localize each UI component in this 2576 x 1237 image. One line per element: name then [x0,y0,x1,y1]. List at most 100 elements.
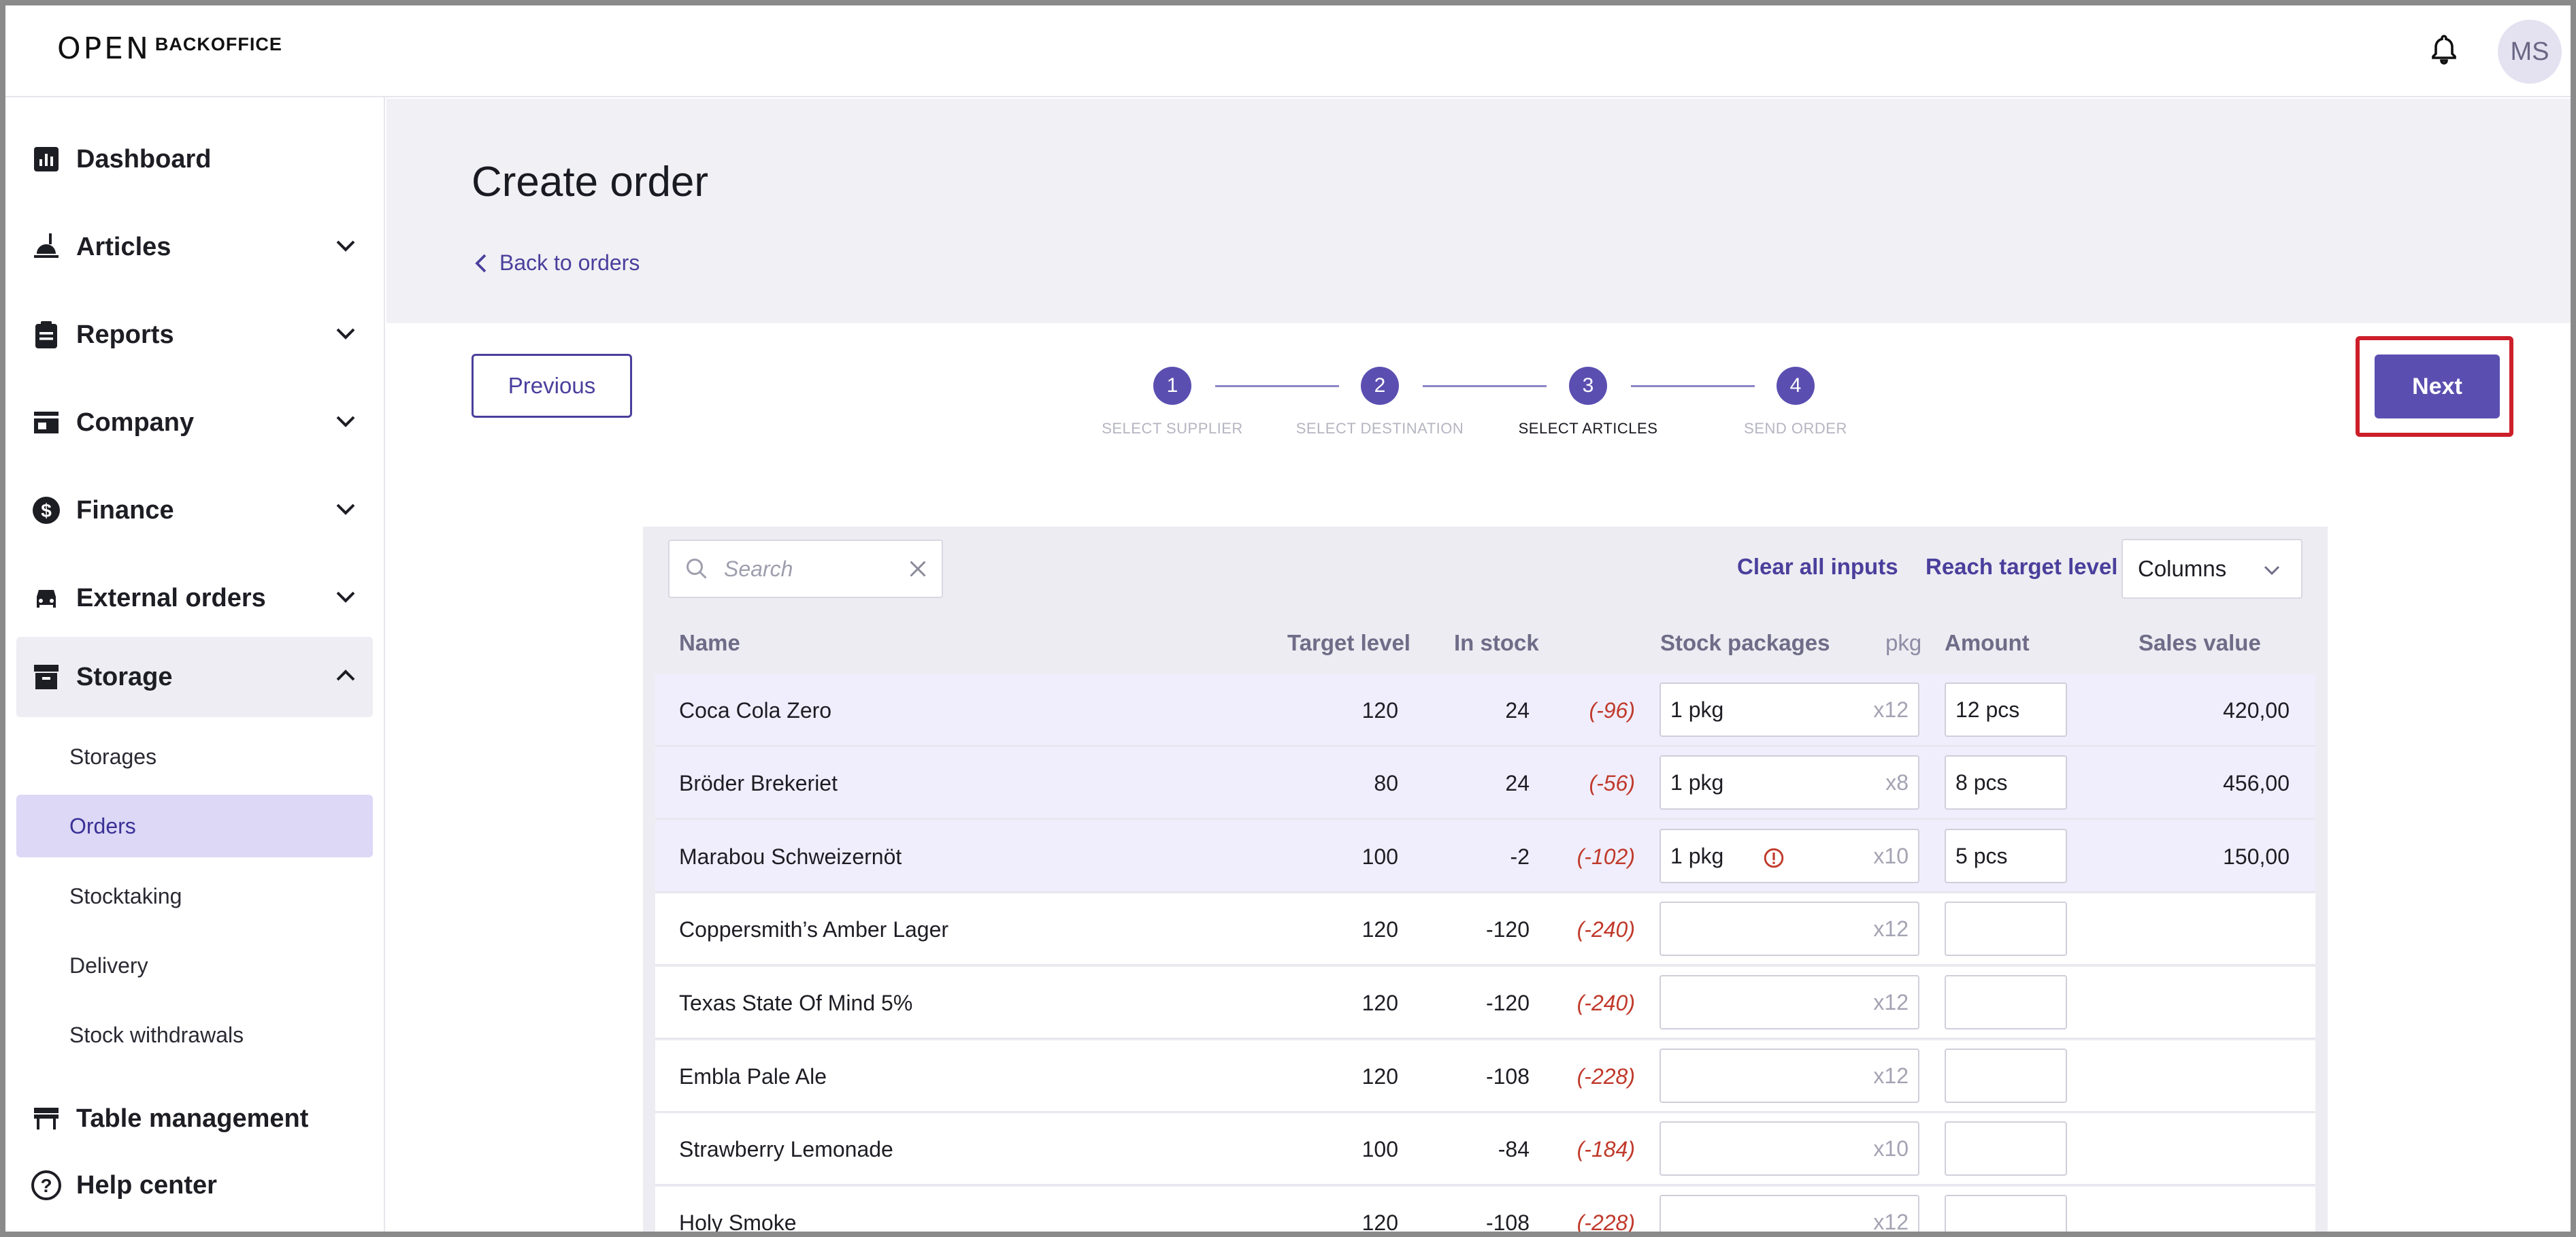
table-row[interactable]: Bröder Brekeriet 80 24 (-56) 1 pkg x8 8 pcs 456… [655,747,2315,819]
target-level-value: 120 [1361,1210,1398,1235]
warning-icon[interactable] [1763,847,1785,869]
table-row[interactable]: Strawberry Lemonade 100 -84 (-184) x10 [655,1113,2315,1185]
table-row[interactable]: Texas State Of Mind 5% 120 -120 (-240) x12 [655,967,2315,1039]
stock-packages-input[interactable]: x12 [1659,1195,1919,1237]
sales-value [2186,1187,2290,1237]
amount-input[interactable] [1945,902,2067,956]
sidebar-item-label: External orders [76,583,266,612]
amount-input[interactable]: 5 pcs [1945,829,2067,883]
logo[interactable]: OPEN BACKOFFICE [57,31,282,66]
stock-packages-input[interactable]: 1 pkg x10 [1659,829,1919,883]
amount-value: 8 pcs [1955,770,2008,795]
article-name: Strawberry Lemonade [679,1136,893,1161]
sidebar-sub-stocktaking[interactable]: Stocktaking [69,883,182,908]
previous-button[interactable]: Previous [472,354,632,418]
step-2-circle: 2 [1361,367,1399,405]
target-level-value: 120 [1361,1063,1398,1089]
step-1-label: SELECT SUPPLIER [1102,420,1243,437]
stock-difference-value: (-228) [1576,1063,1635,1089]
column-header-amount[interactable]: Amount [1945,630,2030,655]
sidebar-item-reports[interactable]: Reports [16,295,373,375]
amount-input[interactable]: 12 pcs [1945,682,2067,737]
search-input[interactable]: Search [668,540,943,598]
back-to-orders-link[interactable]: Back to orders [475,250,640,276]
amount-input[interactable]: 8 pcs [1945,755,2067,810]
amount-input[interactable] [1945,1121,2067,1176]
sidebar-item-help-center[interactable]: ? Help center [16,1145,373,1225]
stock-difference-value: (-240) [1576,917,1635,942]
logo-mark: OPEN [57,31,151,66]
article-name: Coca Cola Zero [679,697,832,723]
in-stock-value: 24 [1505,697,1530,723]
article-name: Coppersmith’s Amber Lager [679,917,949,942]
column-header-stock-packages[interactable]: Stock packages [1660,630,1830,655]
amount-input[interactable] [1945,975,2067,1029]
package-multiplier: x8 [1885,770,1909,795]
sidebar-item-label: Company [76,408,195,437]
stock-difference-value: (-56) [1589,770,1635,795]
package-multiplier: x10 [1873,843,1909,868]
column-header-sales-value[interactable]: Sales value [2139,630,2261,655]
target-level-value: 120 [1361,990,1398,1015]
stock-packages-input[interactable]: x12 [1659,975,1919,1029]
package-multiplier: x12 [1873,697,1909,722]
sidebar-item-articles[interactable]: Articles [16,207,373,287]
clipboard-icon [35,321,57,348]
sidebar-item-label: Finance [76,495,174,525]
next-button[interactable]: Next [2375,354,2500,418]
target-level-value: 100 [1361,1136,1398,1161]
search-placeholder: Search [724,556,793,581]
column-header-target-level[interactable]: Target level [1287,630,1410,655]
reach-target-level-button[interactable]: Reach target level [1926,554,2118,579]
table-row[interactable]: Coppersmith’s Amber Lager 120 -120 (-240) x1… [655,893,2315,966]
sidebar-sub-orders[interactable]: Orders [16,795,373,857]
table-row[interactable]: Marabou Schweizernöt 100 -2 (-102) 1 pkg x10 5… [655,821,2315,893]
bell-icon[interactable] [2428,33,2460,67]
column-header-name[interactable]: Name [679,630,740,655]
amount-input[interactable] [1945,1195,2067,1237]
in-stock-value: -120 [1485,917,1530,942]
in-stock-value: -2 [1510,844,1530,869]
column-header-in-stock[interactable]: In stock [1454,630,1539,655]
stock-packages-input[interactable]: 1 pkg x8 [1659,755,1919,810]
step-connector [1631,385,1755,387]
article-name: Holy Smoke [679,1210,797,1235]
close-icon[interactable] [908,559,928,579]
store-icon [34,412,59,433]
sidebar-item-external-orders[interactable]: External orders [16,558,373,638]
in-stock-value: -120 [1485,990,1530,1015]
sidebar-sub-stock-withdrawals[interactable]: Stock withdrawals [69,1022,244,1047]
table-row[interactable]: Coca Cola Zero 120 24 (-96) 1 pkg x12 12 pcs 42… [655,674,2315,746]
step-2-label: SELECT DESTINATION [1295,420,1464,437]
stock-difference-value: (-228) [1576,1210,1635,1235]
table-row[interactable]: Holy Smoke 120 -108 (-228) x12 [655,1187,2315,1237]
sidebar-sub-delivery[interactable]: Delivery [69,953,148,978]
top-bar: OPEN BACKOFFICE MS [0,0,2576,97]
stock-packages-input[interactable]: x12 [1659,1049,1919,1103]
next-button-highlight [2356,336,2513,437]
sidebar-sub-storages[interactable]: Storages [69,744,157,769]
stock-difference-value: (-96) [1589,697,1635,723]
stock-packages-input[interactable]: 1 pkg x12 [1659,682,1919,737]
amount-input[interactable] [1945,1049,2067,1103]
step-connector [1215,385,1339,387]
sidebar-item-storage[interactable]: Storage [16,637,373,717]
chevron-down-icon [336,504,355,515]
sidebar-item-dashboard[interactable]: Dashboard [16,119,373,199]
article-name: Embla Pale Ale [679,1063,827,1089]
avatar[interactable]: MS [2498,20,2562,84]
stock-packages-value: 1 pkg [1670,697,1724,722]
columns-select[interactable]: Columns [2121,539,2302,599]
table-row[interactable]: Embla Pale Ale 120 -108 (-228) x12 [655,1040,2315,1112]
in-stock-value: -108 [1485,1063,1530,1089]
article-name: Bröder Brekeriet [679,770,838,795]
clear-all-inputs-button[interactable]: Clear all inputs [1737,554,1898,579]
sidebar-item-finance[interactable]: $ Finance [16,470,373,550]
sidebar-item-table-management[interactable]: Table management [16,1078,373,1159]
in-stock-value: -84 [1498,1136,1530,1161]
sidebar-item-company[interactable]: Company [16,382,373,463]
page-header [386,99,2571,323]
stock-packages-input[interactable]: x10 [1659,1121,1919,1176]
stock-packages-input[interactable]: x12 [1659,902,1919,956]
stock-difference-value: (-102) [1576,844,1635,869]
